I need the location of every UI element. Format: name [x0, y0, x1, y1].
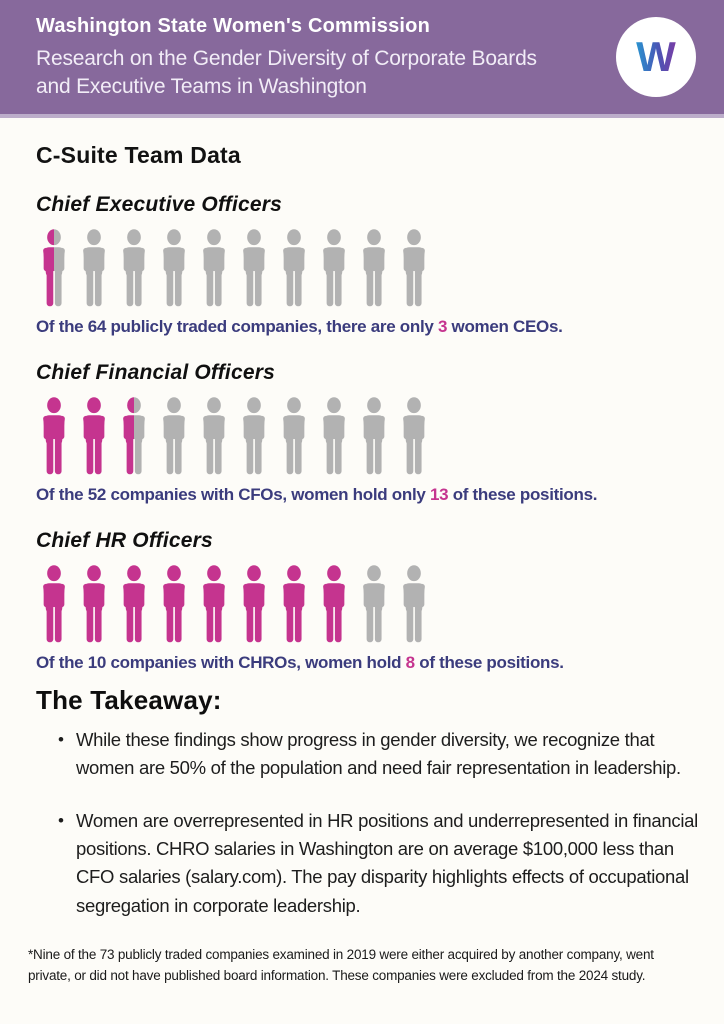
section-cfo: Chief Financial Officers Of the 52 compa… — [36, 361, 700, 505]
person-icon — [76, 228, 112, 308]
chro-heading: Chief HR Officers — [36, 529, 213, 552]
takeaway-list: While these findings show progress in ge… — [36, 726, 700, 920]
person-icon — [116, 396, 152, 476]
footnote: *Nine of the 73 publicly traded companie… — [28, 946, 654, 983]
person-icon — [396, 564, 432, 644]
person-icon — [116, 564, 152, 644]
person-icon — [236, 564, 272, 644]
ceo-heading: Chief Executive Officers — [36, 193, 283, 216]
cfo-caption: Of the 52 companies with CFOs, women hol… — [36, 485, 700, 505]
ceo-caption: Of the 64 publicly traded companies, the… — [36, 317, 700, 337]
takeaway-heading: The Takeaway: — [36, 685, 222, 715]
person-icon — [316, 228, 352, 308]
person-icon — [36, 564, 72, 644]
person-icon — [356, 564, 392, 644]
takeaway-bullet-1: While these findings show progress in ge… — [56, 726, 700, 782]
person-icon — [396, 228, 432, 308]
person-icon — [236, 396, 272, 476]
person-icon — [276, 396, 312, 476]
person-icon — [196, 396, 232, 476]
section-ceo: Chief Executive Officers Of the 64 publi… — [36, 193, 700, 337]
chro-caption-before: Of the 10 companies with CHROs, women ho… — [36, 653, 406, 672]
chro-caption: Of the 10 companies with CHROs, women ho… — [36, 653, 700, 673]
commission-logo: W — [616, 17, 696, 97]
person-icon — [36, 396, 72, 476]
section-chro: Chief HR Officers Of the 10 companies wi… — [36, 529, 700, 673]
person-icon — [356, 228, 392, 308]
cfo-caption-after: of these positions. — [448, 485, 598, 504]
person-icon — [396, 396, 432, 476]
person-icon — [36, 228, 72, 308]
cfo-caption-number: 13 — [429, 485, 449, 504]
chro-pictograph-row — [36, 564, 700, 644]
ceo-caption-after: women CEOs. — [447, 317, 563, 336]
person-icon — [76, 564, 112, 644]
person-icon — [76, 396, 112, 476]
person-icon — [196, 564, 232, 644]
cfo-pictograph-row — [36, 396, 700, 476]
cfo-heading: Chief Financial Officers — [36, 361, 275, 384]
person-icon — [316, 564, 352, 644]
person-icon — [356, 396, 392, 476]
person-icon — [116, 228, 152, 308]
page-title: C-Suite Team Data — [36, 142, 241, 168]
svg-text:W: W — [636, 33, 676, 80]
person-icon — [156, 228, 192, 308]
person-icon — [316, 396, 352, 476]
header-band: Washington State Women's Commission Rese… — [0, 0, 724, 118]
ceo-pictograph-row — [36, 228, 700, 308]
person-icon — [156, 396, 192, 476]
header-text: Washington State Women's Commission Rese… — [36, 13, 541, 101]
chro-caption-number: 8 — [405, 653, 415, 672]
chro-caption-after: of these positions. — [414, 653, 564, 672]
ceo-caption-before: Of the 64 publicly traded companies, the… — [36, 317, 438, 336]
person-icon — [236, 228, 272, 308]
main-content: C-Suite Team Data Chief Executive Office… — [0, 118, 724, 987]
person-icon — [276, 228, 312, 308]
logo-w-icon: W — [636, 33, 676, 80]
cfo-caption-before: Of the 52 companies with CFOs, women hol… — [36, 485, 430, 504]
header-subtitle: Research on the Gender Diversity of Corp… — [36, 47, 537, 98]
person-icon — [196, 228, 232, 308]
ceo-caption-number: 3 — [437, 317, 448, 336]
person-icon — [156, 564, 192, 644]
takeaway-bullet-2: Women are overrepresented in HR position… — [56, 807, 700, 919]
header-title: Washington State Women's Commission — [36, 15, 431, 38]
person-icon — [276, 564, 312, 644]
